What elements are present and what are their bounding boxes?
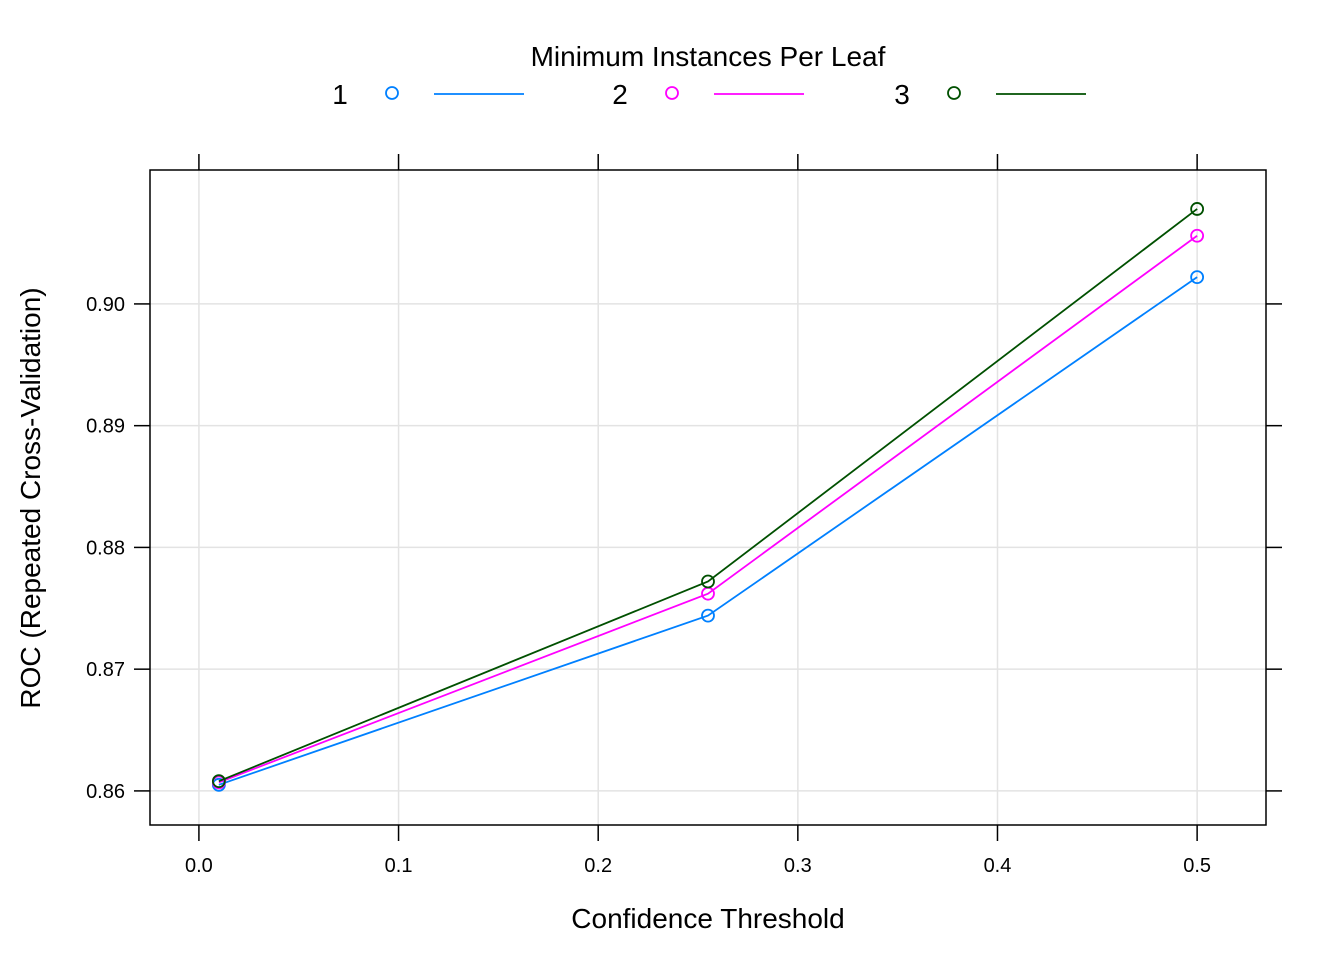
grid: [150, 170, 1266, 825]
y-tick-label: 0.89: [86, 416, 125, 438]
plot-frame: [149, 169, 1267, 826]
x-tick-label: 0.1: [385, 855, 413, 877]
x-tick-label: 0.0: [185, 855, 213, 877]
y-axis-title: ROC (Repeated Cross-Validation): [15, 287, 46, 708]
data-point-3: [211, 774, 226, 789]
legend-label-1: 1: [332, 79, 348, 110]
legend-items: 1 2 3: [332, 79, 1086, 110]
legend-label-2: 2: [612, 79, 628, 110]
legend-title: Minimum Instances Per Leaf: [531, 41, 886, 72]
data-point-3: [1190, 202, 1205, 216]
y-tick-label: 0.90: [86, 294, 125, 316]
data-point-1: [701, 608, 715, 623]
x-tick-label: 0.2: [584, 855, 612, 877]
data-point-2: [1190, 228, 1205, 243]
legend-marker-3: [947, 86, 961, 100]
x-axis-title: Confidence Threshold: [571, 903, 844, 934]
data-point-1: [1190, 270, 1205, 285]
series-line-2: [218, 235, 1198, 784]
legend-marker-2: [665, 86, 679, 100]
legend-label-3: 3: [894, 79, 910, 110]
y-tick-label: 0.87: [86, 659, 125, 681]
legend-marker-1: [385, 86, 399, 100]
axis-ticks: 0.0 0.1 0.2 0.3 0.4 0.5 0.86 0.87 0.88 0.89 0.90: [86, 154, 1282, 877]
x-tick-label: 0.4: [984, 855, 1012, 877]
series-group: [211, 202, 1205, 792]
series-line-3: [218, 208, 1198, 783]
data-point-3: [701, 574, 715, 589]
x-tick-label: 0.3: [784, 855, 812, 877]
legend: Minimum Instances Per Leaf 1 2 3: [332, 41, 1086, 110]
y-tick-label: 0.88: [86, 537, 125, 559]
y-tick-label: 0.86: [86, 781, 125, 803]
series-line-1: [218, 276, 1198, 786]
x-tick-label: 0.5: [1183, 855, 1211, 877]
